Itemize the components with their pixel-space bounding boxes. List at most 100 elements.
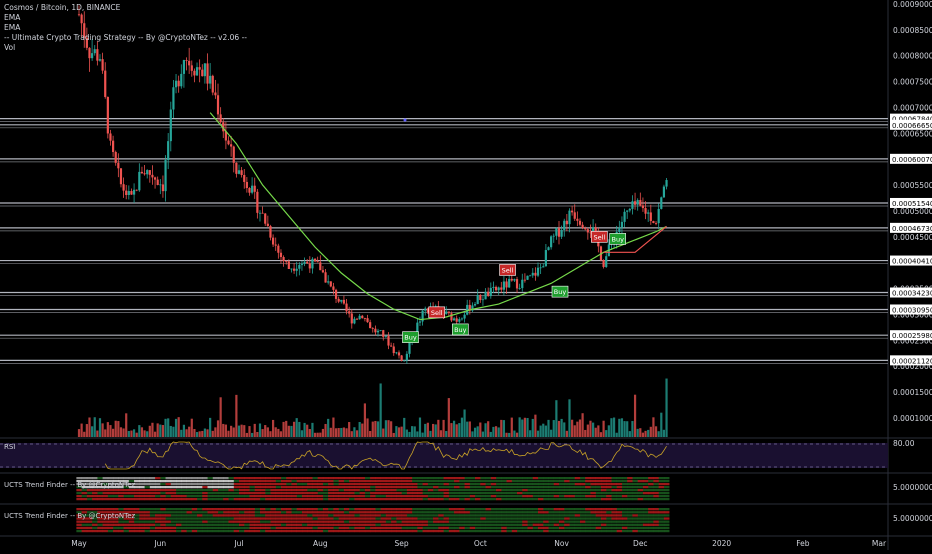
drawing-anchor-dot[interactable]: [403, 118, 407, 122]
trend2-cell: [155, 526, 161, 530]
buy-signal-label[interactable]: [609, 233, 627, 245]
candle-body: [138, 171, 141, 191]
trend1-cell: [86, 480, 93, 483]
volume-bar: [308, 429, 311, 437]
trend1-cell: [354, 486, 360, 489]
trend1-cell: [496, 498, 502, 501]
trend1-cell: [176, 492, 182, 495]
trend2-cell: [102, 514, 109, 517]
trend1-cell: [606, 492, 612, 495]
trend2-cell: [637, 511, 644, 514]
trend-finder-1-label[interactable]: UCTS Trend Finder -- By @CryptoNTez: [4, 481, 136, 489]
trend2-cell: [223, 517, 229, 520]
trend2-cell: [249, 520, 256, 523]
sell-signal-label[interactable]: [428, 306, 446, 319]
trend2-cell: [270, 511, 277, 514]
trend1-cell: [343, 486, 350, 489]
sell-signal-label[interactable]: [499, 264, 516, 276]
trend2-cell: [97, 514, 103, 517]
trend1-cell: [176, 486, 182, 489]
trend1-cell: [590, 486, 597, 489]
trend2-cell: [275, 523, 282, 526]
trend1-cell: [569, 495, 576, 498]
trend2-cell: [480, 508, 486, 511]
volume-bar: [88, 417, 91, 437]
candle-body: [201, 69, 204, 77]
indicator-volume[interactable]: Vol: [4, 43, 16, 52]
trend2-cell: [301, 517, 308, 520]
ema-short-line[interactable]: [603, 225, 667, 253]
trend2-cell: [637, 526, 644, 530]
trend1-cell: [170, 483, 177, 486]
trend2-cell: [501, 526, 507, 530]
trend1-cell: [134, 492, 140, 495]
candle-body: [550, 236, 553, 248]
trend2-cell: [469, 520, 476, 523]
buy-signal-label[interactable]: [551, 285, 569, 298]
indicator-ucts-strategy[interactable]: -- Ultimate Crypto Trading Strategy -- B…: [4, 33, 247, 42]
symbol-title[interactable]: Cosmos / Bitcoin, 1D, BINANCE: [4, 3, 121, 12]
volume-bar: [479, 422, 482, 437]
trend1-cell: [375, 486, 381, 489]
indicator-ema-2[interactable]: EMA: [4, 23, 21, 32]
trend2-cell: [139, 511, 145, 514]
trend1-cell: [464, 477, 471, 480]
trend1-cell: [590, 477, 597, 480]
trend2-cell: [275, 511, 282, 514]
trend2-cell: [254, 517, 261, 520]
trend2-cell: [480, 529, 486, 533]
trend1-cell: [559, 495, 565, 498]
candle-body: [371, 328, 374, 329]
candle-body: [392, 346, 395, 354]
trend1-cell: [454, 483, 460, 486]
trend2-cell: [134, 526, 140, 530]
trend2-cell: [81, 514, 88, 517]
volume-bar: [484, 423, 487, 437]
trend1-cell: [149, 483, 156, 486]
trend2-cell: [202, 523, 208, 526]
trend2-cell: [254, 508, 261, 511]
candle-body: [502, 281, 506, 290]
trend1-cell: [438, 492, 444, 495]
trend1-cell: [642, 495, 649, 498]
trend1-cell: [128, 480, 135, 483]
trend1-cell: [223, 483, 229, 486]
candle-body: [500, 287, 503, 290]
trend1-cell: [118, 495, 124, 498]
trend1-cell: [569, 498, 576, 501]
trend1-cell: [579, 483, 586, 486]
trend1-cell: [406, 498, 413, 501]
trend-finder-2-label[interactable]: UCTS Trend Finder -- By @CryptoNTez: [4, 512, 136, 520]
trend1-cell: [259, 489, 266, 492]
trend1-cell: [212, 492, 219, 495]
trend2-cell: [559, 523, 565, 526]
trend2-cell: [123, 517, 130, 520]
buy-signal-label[interactable]: [402, 331, 419, 343]
trend1-cell: [459, 492, 465, 495]
indicator-ema-1[interactable]: EMA: [4, 13, 21, 22]
level-price-label: 0.00034230: [892, 290, 932, 298]
level-price-tag: [890, 113, 932, 124]
trend1-cell: [291, 489, 298, 492]
candle-body: [274, 244, 277, 246]
trend1-cell: [338, 477, 345, 480]
buy-signal-label[interactable]: [452, 323, 469, 336]
trend2-cell: [385, 526, 392, 530]
volume-bar: [287, 425, 290, 437]
trend1-cell: [637, 483, 644, 486]
rsi-pane-label[interactable]: RSI: [4, 443, 16, 451]
ema-long-line[interactable]: [209, 112, 667, 321]
trend1-cell: [543, 486, 549, 489]
volume-bar: [261, 429, 264, 437]
trend1-cell: [485, 483, 492, 486]
trend2-cell: [259, 523, 266, 526]
sell-signal-label[interactable]: [591, 231, 608, 243]
rsi-line[interactable]: [104, 441, 667, 470]
trend2-cell: [233, 517, 240, 520]
trend2-cell: [380, 511, 387, 514]
trend1-cell: [475, 498, 481, 501]
trend1-cell: [506, 477, 513, 480]
trend1-cell: [443, 483, 450, 486]
trend1-cell: [480, 483, 486, 486]
trend1-cell: [559, 489, 565, 492]
